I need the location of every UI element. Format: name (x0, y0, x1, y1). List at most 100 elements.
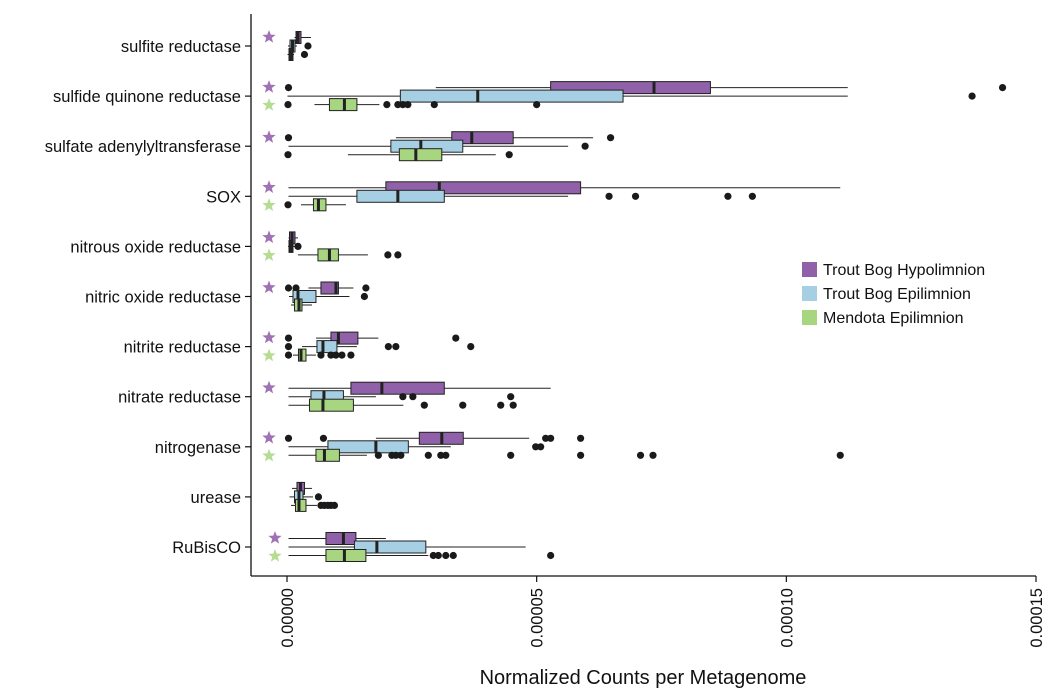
outlier-point (362, 284, 370, 292)
y-tick-label: urease (191, 489, 241, 507)
iqr-box (315, 448, 340, 462)
outlier-point (424, 451, 432, 459)
outlier-point (317, 351, 325, 359)
outlier-point (338, 351, 346, 359)
iqr-box (325, 532, 357, 545)
box-mendota-epilimnion (287, 48, 309, 61)
outlier-point (437, 451, 445, 459)
significance-star (268, 531, 282, 544)
outlier-point (319, 434, 328, 442)
legend-swatch (802, 310, 817, 325)
outlier-point (434, 551, 442, 560)
box-trout-bog-hypolimnion (294, 31, 311, 44)
x-axis-label: Normalized Counts per Metagenome (480, 667, 807, 689)
legend-label: Mendota Epilimnion (823, 310, 964, 327)
outlier-point (374, 451, 382, 459)
box-series (284, 31, 1007, 562)
outlier-point (581, 142, 589, 150)
significance-star (268, 549, 282, 562)
x-tick-label: 0.00010 (778, 588, 796, 648)
iqr-box (353, 540, 427, 554)
outlier-point (284, 351, 293, 359)
outlier-point (467, 343, 475, 351)
outlier-point (836, 451, 844, 459)
outlier-point (507, 393, 515, 401)
outlier-point (998, 84, 1007, 92)
outlier-point (347, 351, 355, 359)
y-tick-label: SOX (206, 188, 241, 206)
outlier-point (332, 351, 340, 359)
outlier-point (300, 50, 309, 59)
box-trout-bog-epilimnion (288, 189, 756, 203)
outlier-point (507, 451, 515, 459)
outlier-point (420, 401, 428, 409)
x-tick-label: 0.00005 (529, 588, 547, 648)
outlier-point (292, 284, 300, 292)
outlier-point (394, 251, 402, 259)
box-mendota-epilimnion (288, 398, 517, 412)
iqr-box (350, 381, 445, 395)
iqr-box (316, 340, 338, 354)
outlier-point (497, 401, 505, 409)
box-mendota-epilimnion (288, 448, 844, 462)
legend-label: Trout Bog Epilimnion (823, 286, 971, 303)
legend-swatch (802, 286, 817, 301)
iqr-box (320, 281, 339, 295)
box-trout-bog-hypolimnion (284, 81, 1007, 95)
outlier-point (284, 201, 292, 209)
outlier-point (605, 192, 613, 200)
iqr-box (327, 440, 409, 454)
y-tick-label: nitrate reductase (118, 389, 241, 407)
outlier-point (384, 343, 392, 351)
y-tick-label: RuBisCO (172, 539, 241, 557)
legend-swatch (802, 262, 817, 277)
box-mendota-epilimnion (284, 198, 346, 212)
box-mendota-epilimnion (290, 498, 339, 512)
x-tick-label: 0.00015 (1028, 588, 1046, 648)
box-mendota-epilimnion (297, 248, 402, 262)
outlier-point (430, 101, 438, 109)
outlier-point (360, 292, 368, 301)
outlier-point (284, 151, 292, 159)
box-mendota-epilimnion (290, 298, 312, 312)
iqr-box (451, 131, 514, 145)
significance-star (262, 280, 276, 294)
outlier-point (384, 251, 392, 259)
outlier-point (284, 334, 293, 342)
box-mendota-epilimnion (284, 148, 513, 162)
legend-label: Trout Bog Hypolimnion (823, 262, 985, 279)
box-trout-bog-epilimnion (288, 440, 545, 454)
y-tick-label: nitrite reductase (124, 339, 241, 357)
box-mendota-epilimnion (284, 98, 541, 112)
outlier-point (452, 334, 460, 342)
box-trout-bog-hypolimnion (284, 331, 460, 345)
outlier-point (724, 192, 732, 200)
box-trout-bog-hypolimnion (288, 532, 386, 545)
x-tick-label: 0.00000 (279, 588, 297, 648)
box-trout-bog-hypolimnion (288, 381, 551, 395)
outlier-point (294, 242, 302, 250)
outlier-point (284, 343, 293, 351)
outlier-point (636, 451, 645, 459)
outlier-point (399, 101, 407, 109)
y-tick-label: nitric oxide reductase (85, 289, 241, 307)
outlier-point (397, 451, 405, 459)
box-trout-bog-hypolimnion (284, 131, 615, 145)
outlier-point (284, 284, 293, 292)
outlier-point (547, 434, 555, 442)
outlier-point (606, 134, 615, 142)
legend: Trout Bog Hypolimnion Trout Bog Epilimnio… (802, 262, 985, 327)
box-mendota-epilimnion (284, 348, 355, 362)
significance-star (262, 230, 276, 244)
y-tick-label: sulfate adenylyltransferase (45, 138, 241, 156)
significance-star (262, 130, 276, 143)
outlier-point (442, 451, 450, 459)
significance-star (262, 448, 276, 462)
significance-star (262, 180, 276, 193)
y-tick-label: sulfite reductase (121, 38, 241, 56)
outlier-point (532, 443, 540, 451)
box-trout-bog-hypolimnion (284, 431, 585, 445)
outlier-point (409, 393, 417, 401)
iqr-box (398, 148, 443, 162)
